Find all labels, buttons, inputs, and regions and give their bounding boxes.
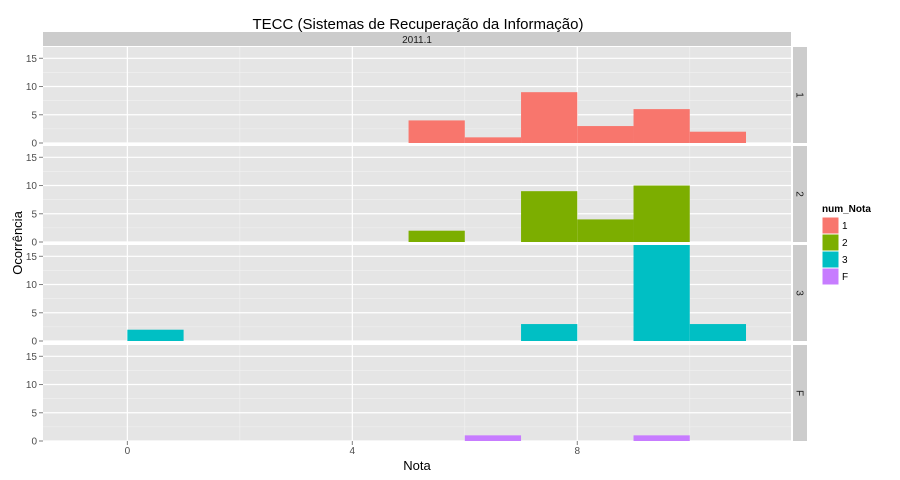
x-axis-title: Nota — [403, 458, 431, 473]
panel-background — [43, 345, 791, 441]
histogram-bar — [464, 137, 522, 143]
histogram-bar — [408, 230, 465, 242]
histogram-bar — [633, 435, 690, 441]
legend-label: F — [842, 272, 848, 283]
facet-strip-right — [793, 146, 807, 242]
facet-panel-1: 0 5 10 15 1 — [26, 47, 807, 150]
legend-key-swatch — [821, 250, 840, 269]
chart-title: TECC (Sistemas de Recuperação da Informa… — [253, 16, 584, 33]
legend-key-swatch — [821, 267, 840, 286]
facet-strip-label: 2011.1 — [402, 35, 432, 46]
legend-title: num_Nota — [822, 204, 871, 215]
histogram-bar — [633, 109, 690, 143]
facet-strip-top: 2011.1 — [43, 32, 791, 46]
histogram-bar — [521, 191, 578, 242]
y-tick-label: 10 — [26, 280, 38, 291]
facet-strip-right-label: 3 — [794, 290, 805, 296]
y-tick-label: 10 — [26, 380, 38, 391]
y-tick-label: 5 — [31, 308, 37, 319]
facet-strip-right-label: 2 — [794, 191, 805, 197]
histogram-bar — [689, 131, 747, 143]
y-tick-label: 15 — [26, 54, 38, 65]
histogram-bar — [689, 324, 747, 341]
legend-label: 1 — [842, 221, 848, 232]
y-tick-label: 5 — [31, 408, 37, 419]
y-tick-label: 15 — [26, 153, 38, 164]
y-tick-label: 15 — [26, 252, 38, 263]
histogram-bar — [127, 329, 184, 341]
y-tick-label: 10 — [26, 181, 38, 192]
histogram-bar — [464, 435, 522, 441]
facet-strip-right-label: F — [794, 390, 805, 396]
legend: num_Nota 1 2 3 F — [821, 204, 871, 286]
legend-key-swatch — [821, 233, 840, 252]
legend-item: F — [821, 267, 848, 286]
facet-panel-2: 0 5 10 15 2 — [26, 146, 807, 249]
y-tick-label: 15 — [26, 352, 38, 363]
facet-panel-F: 0 5 10 15 F — [26, 345, 807, 448]
facet-strip-right-label: 1 — [794, 92, 805, 98]
histogram-bar — [577, 126, 634, 143]
histogram-bar — [408, 120, 465, 143]
legend-item: 1 — [821, 216, 848, 235]
x-axis: 0 4 8 — [125, 441, 581, 457]
x-tick-label: 4 — [350, 446, 356, 457]
y-tick-label: 10 — [26, 82, 38, 93]
y-tick-label: 0 — [31, 437, 37, 448]
y-tick-label: 5 — [31, 209, 37, 220]
legend-item: 2 — [821, 233, 848, 252]
facet-strip-right — [793, 345, 807, 441]
legend-item: 3 — [821, 250, 848, 269]
histogram-bar — [633, 185, 690, 242]
legend-key-swatch — [821, 216, 840, 235]
legend-label: 2 — [842, 238, 848, 249]
facet-strip-right — [793, 47, 807, 143]
y-tick-label: 0 — [31, 238, 37, 249]
y-tick-label: 0 — [31, 139, 37, 150]
histogram-bar — [577, 219, 634, 242]
facet-strip-right — [793, 245, 807, 341]
y-tick-label: 0 — [31, 337, 37, 348]
y-tick-label: 5 — [31, 110, 37, 121]
x-tick-label: 8 — [575, 446, 581, 457]
y-axis-title: Ocorrência — [10, 210, 25, 274]
histogram-bar — [521, 324, 578, 341]
x-tick-label: 0 — [125, 446, 131, 457]
facet-panel-3: 0 5 10 15 3 — [26, 245, 807, 348]
legend-label: 3 — [842, 255, 848, 266]
histogram-bar — [521, 92, 578, 143]
histogram-bar — [633, 245, 690, 341]
facet-strip-background — [43, 32, 791, 46]
